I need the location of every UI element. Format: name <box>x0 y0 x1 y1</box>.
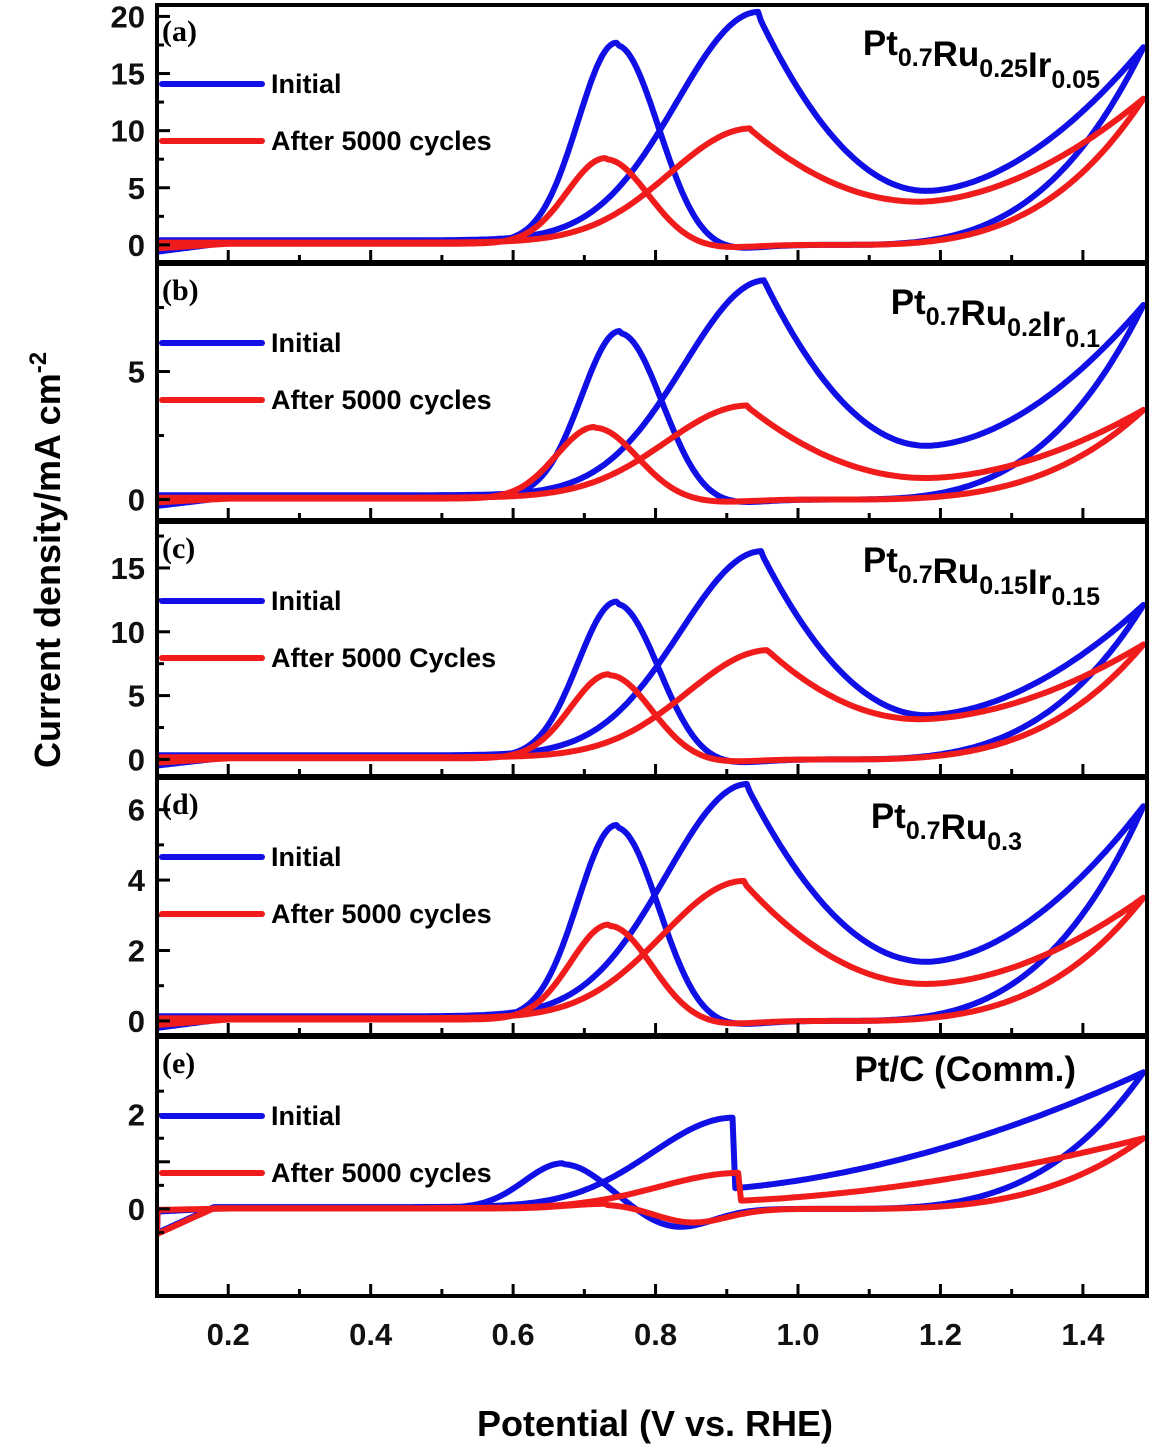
y-tick-label: 15 <box>111 551 145 586</box>
legend-label: After 5000 cycles <box>271 385 492 415</box>
y-tick-label: 2 <box>128 934 145 969</box>
curves <box>157 277 1147 509</box>
x-tick-label: 1.0 <box>776 1317 819 1352</box>
y-tick-label: 0 <box>128 1192 145 1227</box>
panel-letter: (e) <box>162 1047 195 1080</box>
x-tick-label: 0.2 <box>207 1317 250 1352</box>
after-cycles-curve <box>157 877 1147 1028</box>
panel-3: 0 5 10 15 (c) Pt0.7Ru0.15Ir0.15 Initial After 5… <box>111 520 1149 778</box>
x-tick-label: 0.8 <box>634 1317 677 1352</box>
composition-label: Pt0.7Ru0.3 <box>871 797 1022 856</box>
panel-letter: (d) <box>162 788 199 821</box>
y-tick-label: 10 <box>111 615 145 650</box>
y-tick-label: 10 <box>111 114 145 149</box>
y-tick-label: 6 <box>128 793 145 828</box>
legend-label: After 5000 cycles <box>271 899 492 929</box>
after-cycles-curve <box>157 95 1147 252</box>
panel-5: 0 2 (e) Pt/C (Comm.) Initial After 5000 cycle… <box>128 1035 1149 1298</box>
x-tick-label: 1.4 <box>1061 1317 1105 1352</box>
after-cycles-curve <box>157 1135 1147 1238</box>
y-tick-label: 2 <box>128 1098 145 1133</box>
legend-label: Initial <box>271 1101 342 1131</box>
y-axis-title-main: Current density/mA cm <box>27 373 68 768</box>
panel-4: 0 2 4 6 (d) Pt0.7Ru0.3 Initial After 5000 cycle… <box>128 776 1149 1039</box>
panel-letter: (a) <box>162 15 197 48</box>
panel-letter: (b) <box>162 274 199 307</box>
panel-letter: (c) <box>162 532 195 565</box>
y-tick-label: 5 <box>128 171 145 206</box>
x-axis: 0.2 0.4 0.6 0.8 1.0 1.2 1.4 <box>207 1317 1106 1352</box>
y-tick-label: 20 <box>111 0 145 34</box>
curves <box>157 1069 1147 1238</box>
y-tick-label: 5 <box>128 355 145 390</box>
after-cycles-curve <box>157 641 1147 766</box>
y-tick-label: 0 <box>128 1004 145 1039</box>
y-tick-label: 15 <box>111 57 145 92</box>
x-tick-label: 0.6 <box>492 1317 535 1352</box>
composition-label: Pt0.7Ru0.25Ir0.05 <box>863 24 1100 94</box>
y-tick-label: 0 <box>128 228 145 263</box>
legend-label: Initial <box>271 842 342 872</box>
panel-frame <box>155 1035 1149 1298</box>
composition-label: Pt/C (Comm.) <box>854 1050 1076 1089</box>
x-tick-label: 0.4 <box>349 1317 393 1352</box>
legend-label: After 5000 Cycles <box>271 643 496 673</box>
x-axis-title: Potential (V vs. RHE) <box>477 1403 833 1444</box>
legend-label: After 5000 cycles <box>271 1158 492 1188</box>
panel-1: 0 5 10 15 20 (a) Pt0.7Ru0.25Ir0.05 Initial After… <box>111 0 1149 264</box>
y-tick-label: 5 <box>128 679 145 714</box>
y-axis-title-superscript: -2 <box>25 352 52 373</box>
y-tick-label: 4 <box>128 863 146 898</box>
composition-label: Pt0.7Ru0.2Ir0.1 <box>891 283 1100 353</box>
legend-label: Initial <box>271 328 342 358</box>
curves <box>157 548 1147 769</box>
after-cycles-curve <box>157 402 1147 506</box>
x-tick-label: 1.2 <box>919 1317 962 1352</box>
legend-label: Initial <box>271 69 342 99</box>
curves <box>157 8 1147 255</box>
curves <box>157 780 1147 1031</box>
y-tick-label: 0 <box>128 483 145 518</box>
legend-label: After 5000 cycles <box>271 126 492 156</box>
y-axis-title: Current density/mA cm-2 <box>25 352 68 768</box>
y-tick-label: 0 <box>128 742 145 777</box>
panel-2: 0 5 (b) Pt0.7Ru0.2Ir0.1 Initial After 5000 cy… <box>128 262 1149 522</box>
legend-label: Initial <box>271 586 342 616</box>
composition-label: Pt0.7Ru0.15Ir0.15 <box>863 541 1100 611</box>
